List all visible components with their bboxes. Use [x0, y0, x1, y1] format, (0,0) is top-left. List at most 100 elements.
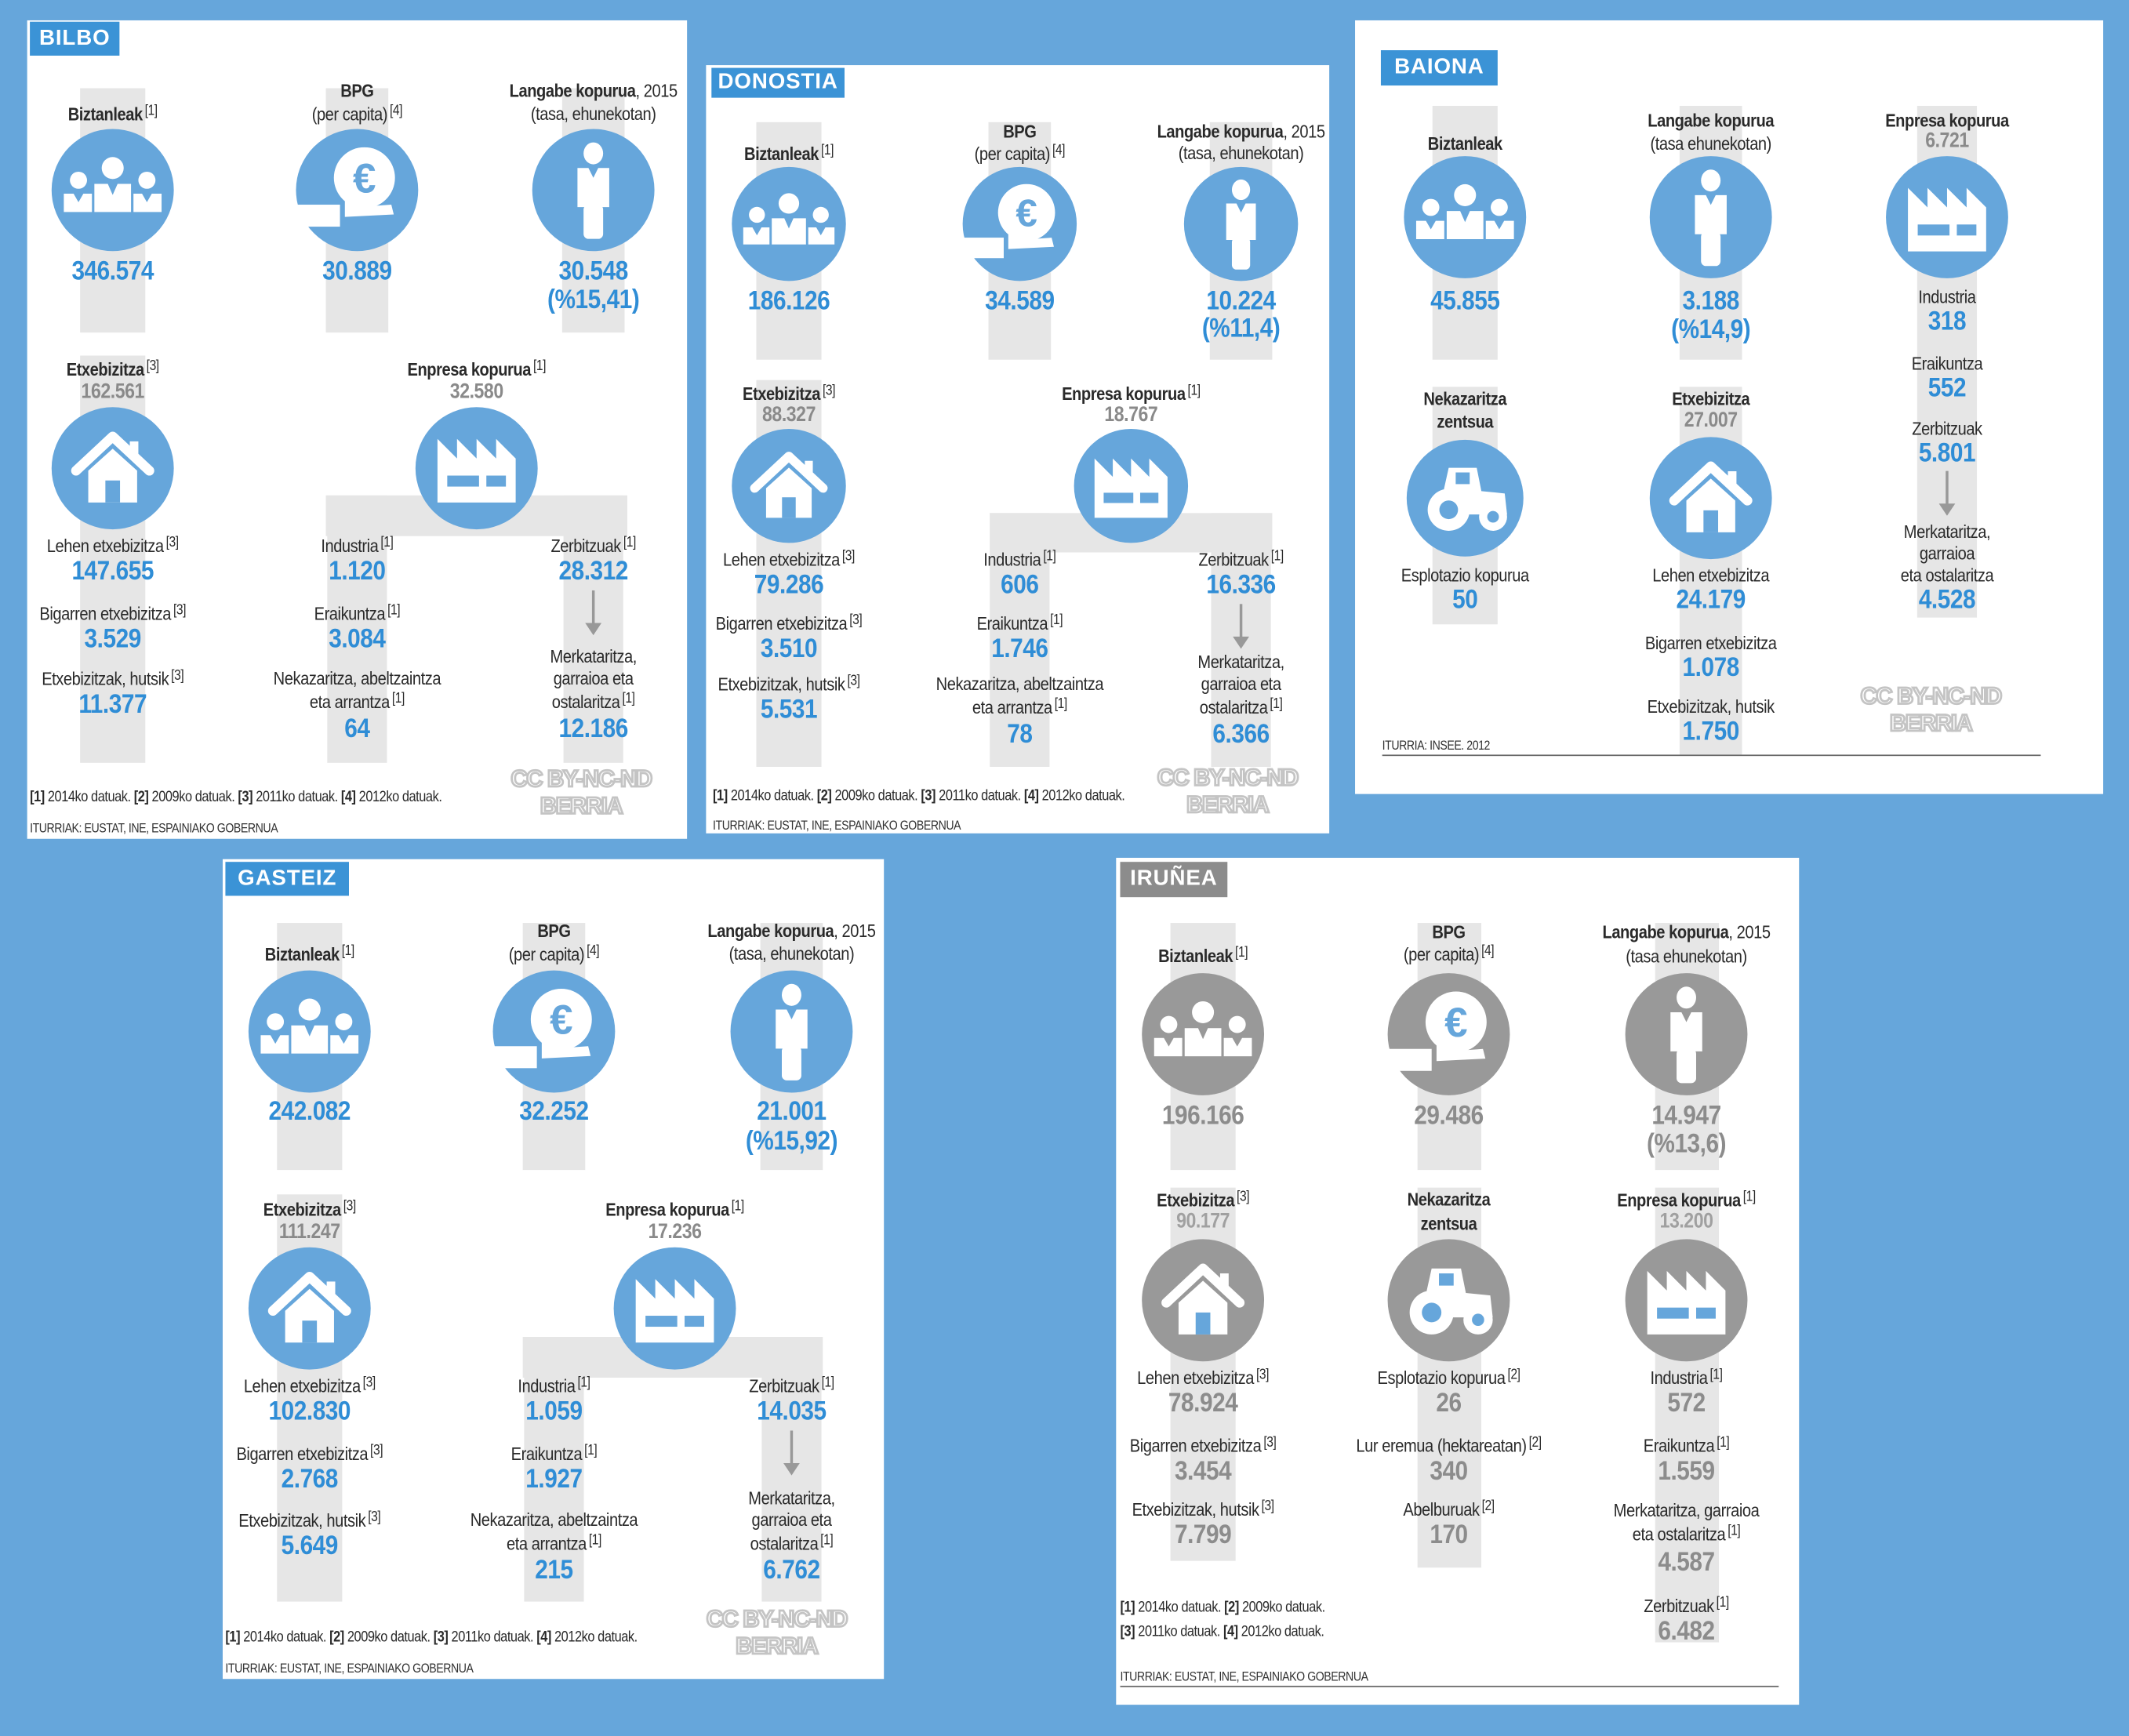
industry-label-text: Industria [321, 536, 379, 557]
footnote-ref: [4] [536, 1629, 551, 1646]
agriculture-value: 215 [535, 1556, 573, 1584]
housing-item-value: 78.924 [1168, 1390, 1238, 1418]
house-icon [267, 1271, 351, 1343]
footnote-ref: [2] [133, 789, 149, 806]
factory-icon [1094, 458, 1168, 518]
footnote-text: 2012ko datuak. [1038, 787, 1125, 804]
unemployment-rate: (%11,4) [1202, 315, 1281, 343]
industry-value-text: 318 [1927, 307, 1967, 337]
services-label-text: Zerbitzuak [1644, 1596, 1714, 1617]
industry-value: 1.120 [329, 557, 386, 585]
agriculture-label: Nekazaritza, abeltzaintza [936, 674, 1104, 693]
industry-value-text: 572 [1667, 1388, 1706, 1418]
housing-item-label: Etxebizitzak, hutsik [3] [42, 669, 183, 688]
housing-item-label: Etxebizitzak, hutsik [1648, 698, 1775, 716]
source-divider [1382, 754, 2041, 757]
footnote-text: 2009ko datuak. [343, 1629, 434, 1646]
unemployment-label: Langabe kopurua [1648, 111, 1774, 129]
house-circle [732, 428, 846, 543]
companies-label: Enpresa kopurua [1] [1617, 1189, 1756, 1210]
footnote-ref: [1] [1728, 1522, 1741, 1539]
footnote-ref: [2] [1507, 1366, 1520, 1383]
housing-item-label: Bigarren etxebizitza [3] [236, 1444, 383, 1463]
housing-item-value-text: 5.649 [281, 1531, 339, 1561]
person-circle [532, 129, 655, 252]
unemployment-label-text: Langabe kopurua [509, 80, 636, 101]
commerce-label-line2: garraioa eta [751, 1511, 831, 1529]
footnote-text: 2012ko datuak. [1237, 1624, 1324, 1640]
commerce-value-text: 6.762 [763, 1555, 820, 1585]
agriculture-item-label: Lur eremua (hektareatan) [2] [1356, 1435, 1542, 1456]
housing-total-text: 88.327 [762, 403, 816, 427]
agriculture-item-label-text: Lur eremua (hektareatan) [1356, 1435, 1527, 1456]
housing-label-text: Etxebizitza [1157, 1189, 1235, 1211]
commerce-label-line3-text: ostalaritza [750, 1533, 819, 1554]
commerce-label-line3: ostalaritza [1] [552, 692, 635, 711]
commerce-label-line2: garraioa [1920, 544, 1975, 563]
industry-label: Industria [1] [321, 536, 394, 557]
grey-column-band [327, 495, 387, 763]
housing-item-label: Etxebizitzak, hutsik [3] [1132, 1499, 1274, 1519]
factory-icon [635, 1279, 714, 1343]
footnote-ref: [3] [370, 1442, 383, 1459]
housing-label-text: Etxebizitza [1672, 388, 1750, 409]
unemployment-value: 21.001 [757, 1098, 827, 1125]
agriculture-label: Nekazaritza, abeltzaintza [274, 669, 441, 688]
companies-total-text: 17.236 [648, 1220, 702, 1244]
housing-item-value: 7.799 [1175, 1521, 1232, 1549]
agriculture-label-line2-text: eta arrantza [506, 1533, 587, 1554]
agriculture-item-label-text: Abelburuak [1403, 1499, 1480, 1520]
publisher-logo-text: BERRIA [1889, 709, 1975, 737]
services-label-text: Zerbitzuak [550, 536, 621, 557]
footnote-ref: [3] [173, 602, 187, 619]
companies-label-text: Enpresa kopurua [407, 359, 531, 380]
housing-item-label: Lehen etxebizitza [1652, 566, 1769, 584]
construction-label: Eraikuntza [1] [314, 603, 401, 623]
housing-item-label-text: Etxebizitzak, hutsik [1132, 1499, 1259, 1520]
footnote-ref: [3] [362, 1375, 376, 1391]
license-watermark: CC BY-NC-ND BERRIA [1156, 764, 1300, 818]
footnote-ref: [3] [238, 789, 253, 806]
construction-value: 3.084 [329, 626, 386, 653]
euro-hand-icon: € [962, 183, 1055, 259]
construction-value: 552 [1928, 375, 1967, 402]
gdp-sublabel-text: (per capita) [508, 944, 585, 965]
agriculture-census-label: Nekazaritza [1408, 1190, 1491, 1209]
housing-item-value-text: 3.454 [1174, 1456, 1232, 1487]
footnote-ref: [3] [433, 1629, 449, 1646]
housing-total: 27.007 [1684, 410, 1738, 431]
companies-total: 17.236 [649, 1222, 702, 1243]
footnote-text: 2011ko datuak. [448, 1629, 537, 1646]
industry-value-text: 606 [1001, 570, 1039, 601]
license-text: CC BY-NC-ND [510, 765, 654, 794]
services-label: Zerbitzuak [1] [1198, 549, 1284, 569]
license-watermark: CC BY-NC-ND BERRIA [1859, 682, 2004, 737]
agriculture-value: 64 [344, 715, 370, 743]
industry-label: Industria [1] [518, 1375, 590, 1396]
unemployment-rate-text: (%13,6) [1646, 1129, 1727, 1160]
city-title-badge: DONOSTIA [711, 67, 845, 98]
footnote-ref: [3] [146, 358, 159, 375]
housing-item-value-text: 1.750 [1682, 716, 1740, 747]
commerce-label: Merkataritza, [550, 648, 637, 666]
services-value-text: 14.035 [757, 1396, 827, 1427]
grey-column-band [990, 513, 1050, 768]
svg-text:€: € [1444, 1000, 1467, 1046]
housing-item-value-text: 11.377 [78, 689, 147, 720]
housing-item-value: 3.529 [85, 626, 142, 653]
people-circle [1142, 973, 1265, 1095]
euro-hand-circle: € [492, 970, 616, 1093]
services-label: Zerbitzuak [1912, 419, 1982, 438]
housing-label-text: Etxebizitza [66, 359, 144, 380]
gdp-label: BPG [537, 921, 571, 940]
svg-text:€: € [550, 997, 572, 1044]
agriculture-item-label-text: Esplotazio kopurua [1377, 1367, 1506, 1389]
year-suffix: , 2015 [834, 921, 876, 942]
agriculture-census-label-line2: zentsua [1437, 412, 1493, 431]
construction-value-text: 1.559 [1658, 1456, 1715, 1487]
unemployment-label: Langabe kopurua, 2015 [1157, 122, 1326, 140]
tractor-icon [1427, 467, 1507, 531]
commerce-label-line2-text: garraioa eta [751, 1509, 832, 1531]
footnote-ref: [1] [731, 1198, 744, 1215]
housing-item-value: 11.377 [78, 691, 147, 718]
